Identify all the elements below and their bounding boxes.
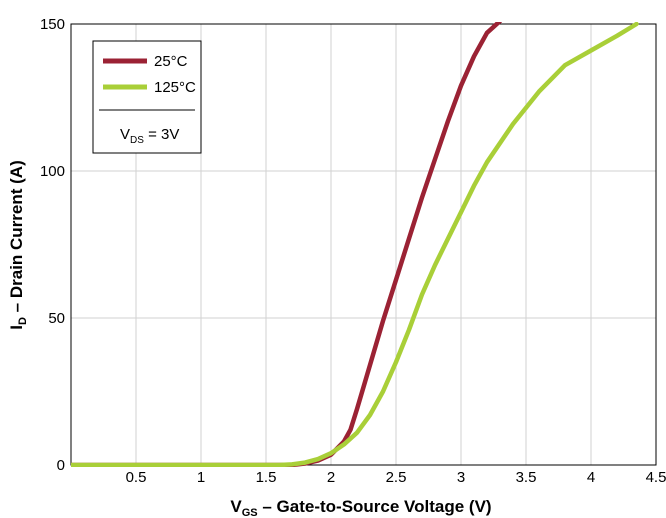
plot-frame [70, 23, 657, 466]
tick-labels: 0.5 1 1.5 2 2.5 3 3.5 4 4.5 0 50 100 150 [40, 16, 666, 486]
y-axis-label-rest: – Drain Current (A) [7, 160, 26, 317]
x-tick-label: 2.5 [386, 469, 407, 486]
y-tick-label: 50 [48, 310, 65, 327]
x-axis-label: VGS – Gate-to-Source Voltage (V) [230, 497, 491, 518]
y-axis-label: ID – Drain Current (A) [7, 160, 29, 329]
x-tick-label: 1.5 [256, 469, 277, 486]
legend-note-main: V [120, 126, 130, 143]
x-tick-label: 0.5 [126, 469, 147, 486]
legend-note: VDS = 3V [120, 126, 179, 146]
x-tick-label: 3 [457, 469, 465, 486]
x-tick-label: 1 [197, 469, 205, 486]
legend: 25°C 125°C VDS = 3V [92, 40, 202, 154]
y-axis-label-sub: D [17, 317, 29, 325]
y-axis-label-main: I [7, 325, 26, 330]
x-tick-label: 4.5 [646, 469, 666, 486]
x-axis-label-main: V [230, 497, 242, 516]
x-tick-label: 4 [587, 469, 595, 486]
x-tick-label: 2 [327, 469, 335, 486]
series-line-125c [71, 22, 639, 467]
y-tick-label: 0 [57, 457, 65, 474]
legend-note-rest: = 3V [144, 126, 179, 143]
y-tick-label: 100 [40, 163, 65, 180]
legend-label-25c: 25°C [154, 53, 188, 70]
x-axis-label-rest: – Gate-to-Source Voltage (V) [258, 497, 492, 516]
x-tick-label: 3.5 [516, 469, 537, 486]
series-lines [71, 22, 639, 467]
y-tick-label: 150 [40, 16, 65, 33]
legend-label-125c: 125°C [154, 79, 196, 96]
x-axis-label-sub: GS [242, 507, 258, 518]
legend-note-sub: DS [130, 135, 144, 146]
